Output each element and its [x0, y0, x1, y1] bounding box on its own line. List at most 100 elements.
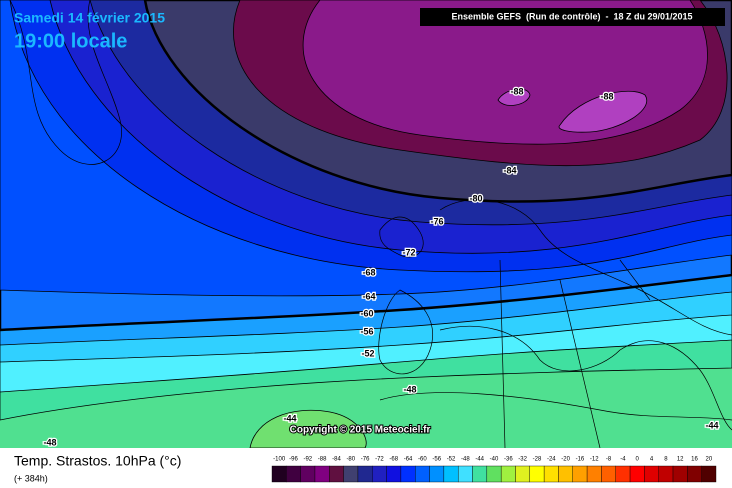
legend-label: 8: [664, 457, 668, 463]
legend-label: -44: [475, 457, 484, 463]
band: [249, 409, 367, 449]
legend-label: -12: [590, 457, 599, 463]
coastline: [379, 216, 424, 258]
footer-lead: (+ 384h): [14, 473, 48, 483]
legend-swatch: [586, 465, 602, 483]
legend-swatch: [615, 465, 631, 483]
copyright: Copyright © 2015 Meteociel.fr: [290, 425, 431, 436]
legend-swatch: [443, 465, 459, 483]
legend-swatch: [500, 465, 516, 483]
legend-swatch: [386, 465, 402, 483]
legend-label: -76: [361, 457, 370, 463]
legend-swatch: [271, 465, 287, 483]
coastline: [378, 289, 433, 375]
legend-swatch: [701, 465, 717, 483]
coastline: [9, 0, 122, 165]
contour-label: -48: [403, 384, 416, 394]
legend-label: -48: [461, 457, 470, 463]
contour-label: -72: [402, 247, 415, 257]
coastline: [379, 392, 732, 421]
legend-swatch: [672, 465, 688, 483]
contour-label: -48: [43, 437, 56, 447]
coastlines: [9, 0, 732, 449]
contour-label: -88: [510, 86, 523, 96]
run-info: Ensemble GEFS (Run de contrôle) - 18 Z d…: [451, 11, 692, 21]
run-box: [420, 8, 725, 26]
legend-label: -68: [389, 457, 398, 463]
legend-swatch: [486, 465, 502, 483]
legend-label: 0: [636, 457, 640, 463]
contour-label: -52: [361, 348, 374, 358]
legend-swatch: [629, 465, 645, 483]
legend-swatch: [658, 465, 674, 483]
legend-label: -56: [432, 457, 441, 463]
legend-swatch: [572, 465, 588, 483]
legend-label: -80: [346, 457, 355, 463]
legend-swatch: [457, 465, 473, 483]
legend-label: -100: [273, 457, 286, 463]
legend-swatch: [529, 465, 545, 483]
legend-label: 12: [677, 457, 684, 463]
legend-label: -32: [518, 457, 527, 463]
contour-labels: -88 -88 -84 -80 -76 -72 -68 -64 -60 -56 …: [42, 85, 720, 449]
legend-label: -72: [375, 457, 384, 463]
legend-label: -36: [504, 457, 513, 463]
legend-swatch: [543, 465, 559, 483]
legend-swatch: [372, 465, 387, 483]
footer-title: Temp. Strastos. 10hPa (°c): [14, 453, 181, 469]
legend-label: -28: [533, 457, 542, 463]
contour-label: -88: [600, 91, 613, 101]
legend: -100 -96 -92 -88 -84 -80 -76 -72 -68 -64 -60 -56 -52…: [271, 457, 717, 483]
legend-label: -20: [561, 457, 570, 463]
legend-label: -16: [576, 457, 585, 463]
legend-swatch: [601, 465, 616, 483]
legend-swatch: [314, 465, 330, 483]
contour-label: -76: [430, 216, 443, 226]
legend-swatch: [357, 465, 373, 483]
band: [558, 90, 648, 133]
contour-label: -84: [503, 165, 516, 175]
coastline: [499, 259, 651, 449]
coastline: [439, 199, 732, 336]
legend-swatch: [300, 465, 316, 483]
legend-swatch: [400, 465, 416, 483]
legend-swatch: [329, 465, 344, 483]
legend-label: 20: [705, 457, 712, 463]
contour-label: -44: [283, 413, 296, 423]
legend-swatch: [429, 465, 445, 483]
contour-label: -64: [362, 291, 375, 301]
legend-label: -8: [606, 457, 612, 463]
legend-label: -88: [318, 457, 327, 463]
time: 19:00 locale: [14, 30, 127, 52]
legend-swatch: [644, 465, 659, 483]
contour-label: -60: [360, 308, 373, 318]
legend-label: -96: [289, 457, 298, 463]
legend-label: -64: [404, 457, 413, 463]
contour-label: -56: [360, 326, 373, 336]
legend-swatch: [343, 465, 359, 483]
date: Samedi 14 février 2015: [14, 10, 165, 26]
legend-label: -60: [418, 457, 427, 463]
band: [497, 88, 531, 106]
legend-label: -40: [490, 457, 499, 463]
contour-label: -68: [362, 267, 375, 277]
coastline: [439, 325, 732, 431]
legend-label: -52: [447, 457, 456, 463]
legend-label: -84: [332, 457, 341, 463]
legend-swatch: [472, 465, 488, 483]
legend-swatch: [415, 465, 430, 483]
legend-label: -4: [620, 457, 626, 463]
legend-swatch: [687, 465, 702, 483]
legend-label: 16: [691, 457, 698, 463]
legend-label: -92: [303, 457, 312, 463]
legend-swatch: [286, 465, 301, 483]
contour-label: -44: [705, 420, 718, 430]
legend-label: 4: [650, 457, 654, 463]
legend-swatch: [515, 465, 531, 483]
legend-label: -24: [547, 457, 556, 463]
temperature-bands: [0, 0, 732, 449]
legend-swatch: [558, 465, 573, 483]
contour-label: -80: [469, 193, 482, 203]
